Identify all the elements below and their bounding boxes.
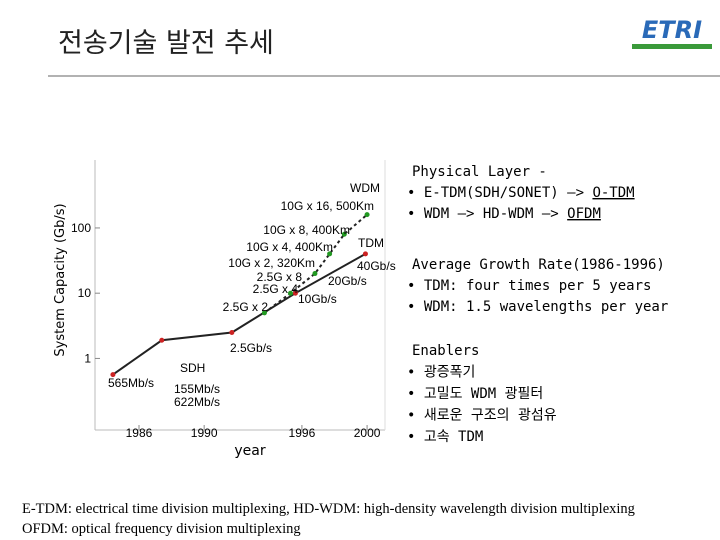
annotation: 20Gb/s [328, 274, 367, 288]
x-axis-label: year [234, 443, 265, 459]
data-point [364, 212, 370, 218]
annotation: 10Gb/s [298, 292, 337, 306]
y-tick-label: 10 [78, 286, 92, 300]
logo: ETRI [642, 16, 702, 44]
annotation: 40Gb/s [357, 259, 396, 273]
panel-text: • WDM: 1.5 wavelengths per year [407, 299, 668, 315]
panel-line: • 새로운 구조의 광섬유 [407, 408, 557, 424]
data-point [288, 290, 294, 296]
data-point [292, 290, 298, 296]
x-tick-label: 2000 [354, 426, 381, 440]
panel-line: • TDM: four times per 5 years [407, 278, 651, 294]
logo-bar [632, 44, 712, 49]
data-point [229, 329, 235, 335]
annotation: 2.5G x 8 [257, 270, 303, 284]
panel-line: Physical Layer - [412, 164, 547, 180]
y-axis-label: System Capacity (Gb/s) [53, 203, 68, 356]
annotation: 2.5Gb/s [230, 341, 272, 355]
annotation: 10G x 8, 400Km [263, 223, 350, 237]
panel-text: Average Growth Rate(1986-1996) [412, 257, 665, 273]
annotation: SDH [180, 361, 205, 375]
y-tick-label: 100 [71, 221, 91, 235]
panel-line: Average Growth Rate(1986-1996) [412, 257, 665, 273]
panel-line: • WDM —> HD-WDM —> OFDM [407, 206, 601, 222]
panel-line: • 광증폭기 [407, 365, 475, 381]
data-point [327, 251, 333, 257]
x-tick-label: 1986 [126, 426, 153, 440]
y-tick-label: 1 [84, 351, 91, 365]
panel-text: • 새로운 구조의 광섬유 [407, 408, 557, 424]
annotation: 10G x 4, 400Km [246, 240, 333, 254]
panel-line: • WDM: 1.5 wavelengths per year [407, 299, 668, 315]
x-tick-label: 1990 [191, 426, 218, 440]
panel-text: Physical Layer - [412, 164, 547, 180]
panel-text: • TDM: four times per 5 years [407, 278, 651, 294]
panel-line: • E-TDM(SDH/SONET) —> O-TDM [407, 185, 635, 201]
panel-line: • 고밀도 WDM 광필터 [407, 386, 543, 402]
annotation: 2.5G x 2 [223, 300, 269, 314]
data-point [362, 251, 368, 257]
panel-text: Enablers [412, 343, 479, 359]
footnote: OFDM: optical frequency division multipl… [22, 521, 301, 537]
panel-line: Enablers [412, 343, 479, 359]
data-point [159, 337, 165, 343]
annotation: 10G x 16, 500Km [281, 199, 374, 213]
data-point [312, 271, 318, 277]
panel-text: OFDM [567, 206, 601, 222]
footnote: E-TDM: electrical time division multiple… [22, 501, 635, 517]
panel-text: • E-TDM(SDH/SONET) —> [407, 185, 592, 201]
slide-title: 전송기술 발전 추세 [58, 28, 274, 59]
panel-text: • 고밀도 WDM 광필터 [407, 386, 543, 402]
annotation: 2.5G x 4 [253, 282, 299, 296]
annotation: WDM [350, 181, 380, 195]
x-tick-label: 1996 [289, 426, 316, 440]
panel-line: • 고속 TDM [407, 429, 483, 445]
panel-text: O-TDM [592, 185, 634, 201]
annotation: TDM [358, 236, 384, 250]
annotation: 565Mb/s [108, 376, 154, 390]
annotation: 622Mb/s [174, 395, 220, 409]
panel-text: • WDM —> HD-WDM —> [407, 206, 567, 222]
series-line [112, 253, 366, 376]
annotation: 155Mb/s [174, 382, 220, 396]
data-point [110, 372, 116, 378]
data-point [341, 231, 347, 237]
data-point [261, 310, 267, 316]
annotation: 10G x 2, 320Km [228, 256, 315, 270]
panel-text: • 광증폭기 [407, 365, 475, 381]
panel-text: • 고속 TDM [407, 429, 483, 445]
